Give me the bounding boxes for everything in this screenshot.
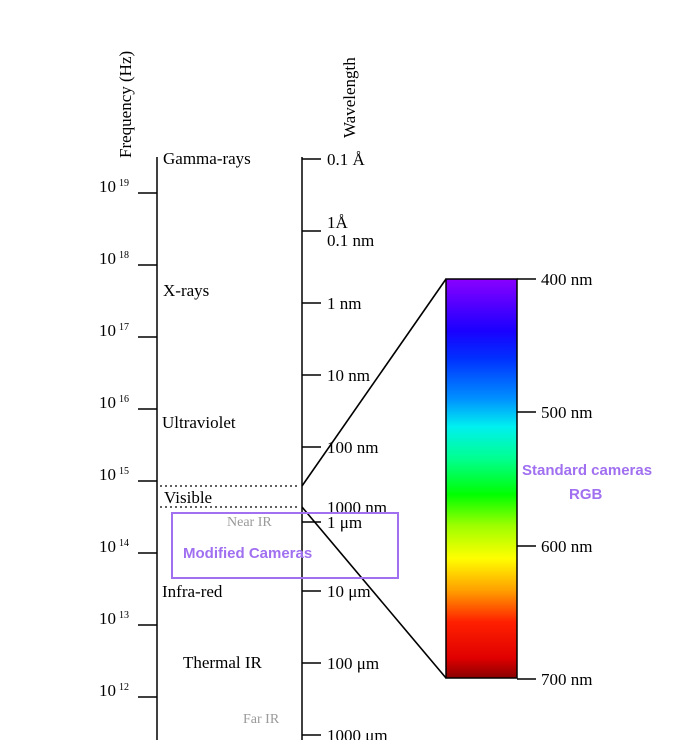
band-label-xrays: X-rays bbox=[163, 281, 209, 300]
modified-cameras-box bbox=[171, 512, 399, 579]
visible-scale-tick-label: 400 nm bbox=[541, 270, 592, 289]
band-label-ultraviolet: Ultraviolet bbox=[162, 413, 236, 432]
standard-cameras-rgb-label: RGB bbox=[569, 486, 603, 503]
frequency-tick-label: 10 16 bbox=[99, 393, 129, 412]
frequency-tick-label: 10 17 bbox=[99, 321, 129, 340]
wavelength-tick-label: 100 nm bbox=[327, 438, 378, 457]
zoom-line-top bbox=[301, 278, 447, 487]
frequency-tick-label: 10 13 bbox=[99, 609, 129, 628]
frequency-tick-label: 10 14 bbox=[99, 537, 129, 556]
zoom-line-bottom bbox=[301, 506, 447, 679]
wavelength-tick-label: 1 μm bbox=[327, 513, 362, 532]
frequency-tick-label: 10 12 bbox=[99, 681, 129, 700]
visible-scale-tick-label: 500 nm bbox=[541, 403, 592, 422]
frequency-axis-title: Frequency (Hz) bbox=[116, 51, 135, 158]
band-label-thermal-ir: Thermal IR bbox=[183, 653, 262, 672]
band-label-visible: Visible bbox=[164, 488, 212, 507]
standard-cameras-label: Standard cameras bbox=[522, 462, 652, 479]
modified-cameras-label: Modified Cameras bbox=[183, 545, 312, 562]
wavelength-tick-label: 1000 μm bbox=[327, 726, 388, 740]
wavelength-tick-label: 10 μm bbox=[327, 582, 371, 601]
visible-spectrum-bar bbox=[445, 278, 518, 679]
frequency-tick-label: 10 18 bbox=[99, 249, 129, 268]
wavelength-tick-label: 0.1 nm bbox=[327, 231, 374, 250]
wavelength-tick-label: 1 nm bbox=[327, 294, 361, 313]
wavelength-tick-label: 0.1 Å bbox=[327, 150, 366, 169]
band-label-far-ir: Far IR bbox=[243, 712, 280, 727]
band-label-gamma: Gamma-rays bbox=[163, 149, 251, 168]
wavelength-axis-title: Wavelength bbox=[340, 57, 359, 138]
frequency-tick-label: 10 19 bbox=[99, 177, 129, 196]
frequency-tick-label: 10 15 bbox=[99, 465, 129, 484]
visible-scale-tick-label: 600 nm bbox=[541, 537, 592, 556]
band-label-near-ir: Near IR bbox=[227, 515, 272, 530]
wavelength-tick-label: 10 nm bbox=[327, 366, 370, 385]
band-label-infrared: Infra-red bbox=[162, 582, 223, 601]
visible-scale-tick-label: 700 nm bbox=[541, 670, 592, 689]
visible-scale-ticks: 400 nm 500 nm 600 nm 700 nm bbox=[517, 270, 592, 689]
wavelength-tick-label: 100 μm bbox=[327, 654, 379, 673]
wavelength-tick-label: 1Å bbox=[327, 213, 349, 232]
